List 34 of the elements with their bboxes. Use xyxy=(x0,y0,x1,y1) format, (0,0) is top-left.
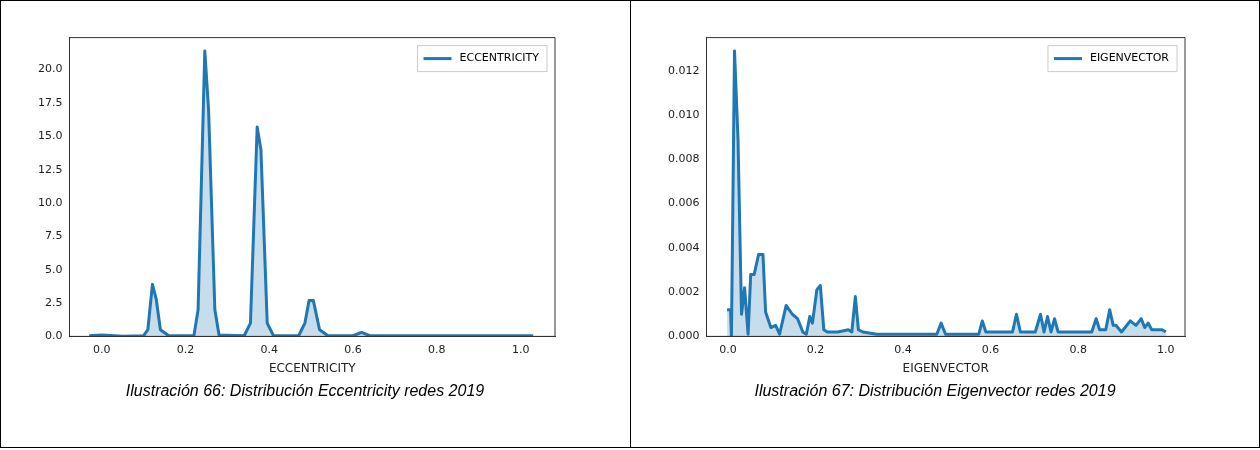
y-tick-label: 15.0 xyxy=(37,129,63,143)
x-axis-title: ECCENTRICITY xyxy=(268,360,357,375)
y-tick-label: 12.5 xyxy=(37,162,63,176)
x-axis-title: EIGENVECTOR xyxy=(902,360,989,375)
y-tick-label: 2.5 xyxy=(44,295,63,309)
y-tick-label: 17.5 xyxy=(37,95,63,109)
y-tick-label: 0.010 xyxy=(667,107,700,121)
y-tick-label: 7.5 xyxy=(44,229,63,243)
y-tick-label: 0.012 xyxy=(667,63,700,77)
legend-label: ECCENTRICITY xyxy=(459,51,540,65)
y-tick-label: 0.004 xyxy=(667,240,700,254)
y-tick-label: 20.0 xyxy=(37,62,63,76)
x-tick-label: 1.0 xyxy=(1156,342,1175,356)
x-tick-label: 0.8 xyxy=(428,342,446,356)
y-tick-label: 0.002 xyxy=(667,284,700,298)
text: Ilustración 67: Distribución Eigenvector redes 2019 xyxy=(753,382,1117,400)
x-tick-label: 0.2 xyxy=(806,342,825,356)
legend-label: EIGENVECTOR xyxy=(1089,51,1170,65)
y-tick-label: 0.000 xyxy=(667,329,700,343)
y-tick-label: 0.006 xyxy=(667,196,700,210)
x-tick-label: 1.0 xyxy=(511,342,530,356)
x-tick-label: 0.6 xyxy=(981,342,1000,356)
y-tick-label: 5.0 xyxy=(44,262,63,276)
x-tick-label: 0.6 xyxy=(344,342,362,356)
x-tick-label: 0.0 xyxy=(719,342,737,356)
y-tick-label: 10.0 xyxy=(37,195,63,209)
x-tick-label: 0.8 xyxy=(1069,342,1087,356)
x-tick-label: 0.4 xyxy=(894,342,912,356)
x-tick-label: 0.2 xyxy=(176,342,195,356)
x-tick-label: 0.0 xyxy=(93,342,111,356)
y-tick-label: 0.008 xyxy=(667,152,700,166)
y-tick-label: 0.0 xyxy=(44,329,63,343)
x-tick-label: 0.4 xyxy=(260,342,279,356)
text: Ilustración 66: Distribución Eccentricity redes 2019 xyxy=(124,382,486,400)
